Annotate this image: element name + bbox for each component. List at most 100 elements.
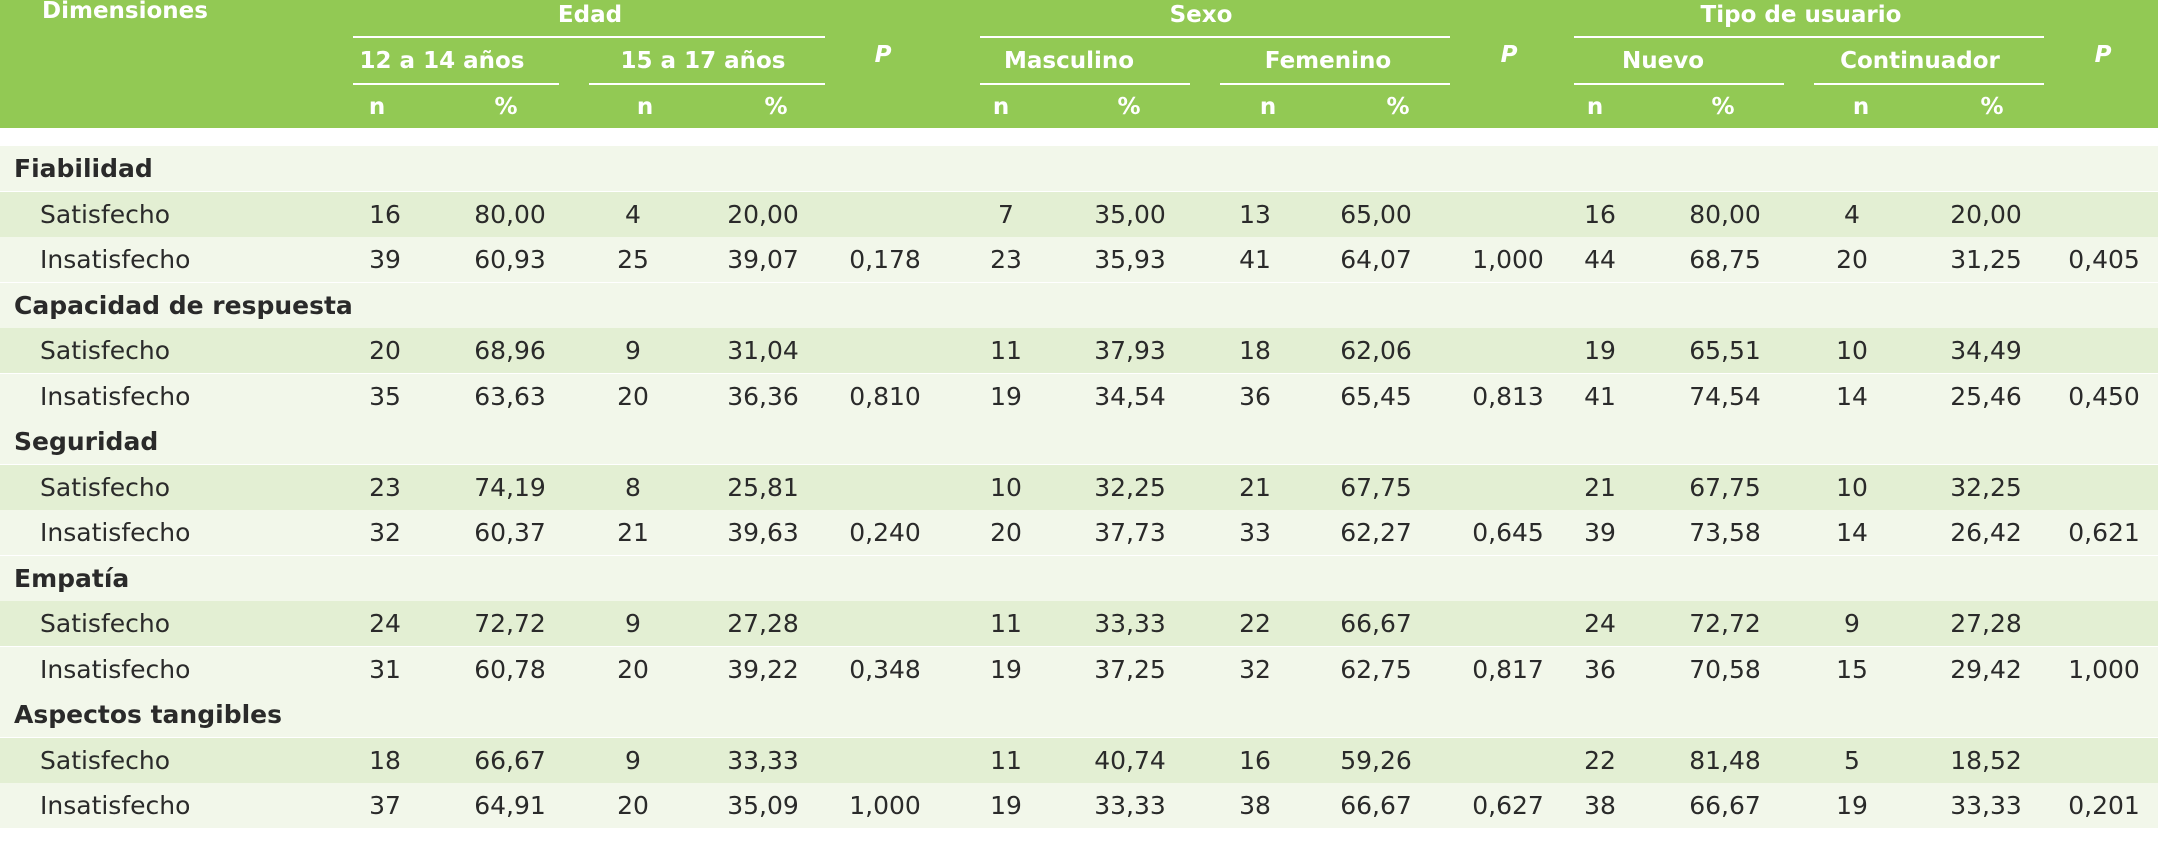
p-header-edad: P	[874, 42, 892, 68]
table-cell: 73,58	[1689, 518, 1761, 547]
table-cell: 11	[990, 609, 1022, 638]
table-cell: 20,00	[727, 199, 799, 229]
table-cell: 81,48	[1689, 745, 1761, 775]
table-cell: 66,67	[474, 745, 546, 775]
table-cell: 16	[369, 199, 401, 229]
group-rule-tipo-usuario	[1574, 36, 2044, 38]
table-cell: 25,46	[1950, 381, 2022, 411]
table-cell: 21	[1584, 472, 1616, 502]
section-row: Empatía	[0, 555, 2158, 601]
table-cell: 31	[369, 654, 401, 684]
table-cell: 11	[990, 745, 1022, 775]
subgroup-rule-continuador	[1814, 83, 2044, 85]
n-header: n	[1586, 94, 1604, 120]
table-cell: 64,07	[1340, 245, 1412, 274]
table-cell: 9	[1844, 609, 1860, 638]
p-header-tipo-usuario: P	[2094, 42, 2112, 68]
table-cell: 39,22	[727, 654, 799, 684]
section-row: Aspectos tangibles	[0, 692, 2158, 737]
table-cell: 23	[369, 472, 401, 502]
table-cell: 20	[369, 336, 401, 365]
pct-header: %	[1386, 94, 1410, 120]
table-cell: 41	[1584, 381, 1616, 411]
table-cell: 0,813	[1472, 381, 1544, 411]
table-cell: 21	[617, 518, 649, 547]
pct-header: %	[1711, 94, 1735, 120]
table-cell: 13	[1239, 199, 1271, 229]
table-cell: 35	[369, 381, 401, 411]
group-rule-sexo	[980, 36, 1450, 38]
table-row: Insatisfecho 37 64,91 20 35,09 1,000 19 33,33 38…	[0, 783, 2158, 828]
table-cell: 60,93	[474, 245, 546, 274]
table-cell: 67,75	[1689, 472, 1761, 502]
section-row: Capacidad de respuesta	[0, 282, 2158, 328]
table-cell: 8	[625, 472, 641, 502]
table-cell: 10	[1836, 472, 1868, 502]
table-cell: 19	[990, 381, 1022, 411]
table-cell: 0,240	[849, 518, 921, 547]
table-cell: 32,25	[1950, 472, 2022, 502]
table-cell: 24	[1584, 609, 1616, 638]
table-cell: 37,93	[1094, 336, 1166, 365]
table-cell: 36	[1584, 654, 1616, 684]
table-cell: 32,25	[1094, 472, 1166, 502]
table-cell: 36	[1239, 381, 1271, 411]
table-row: Insatisfecho 35 63,63 20 36,36 0,810 19 34,54 36…	[0, 373, 2158, 419]
table-cell: 72,72	[474, 609, 546, 638]
table-cell: 18	[369, 745, 401, 775]
subgroup-rule-femenino	[1220, 83, 1450, 85]
table-cell: 26,42	[1950, 518, 2022, 547]
table-cell: 31,04	[727, 336, 799, 365]
table-header: Dimensiones Edad 12 a 14 años 15 a 17 añ…	[0, 0, 2158, 128]
table-cell: 25	[617, 245, 649, 274]
table-cell: 0,201	[2068, 791, 2140, 820]
section-title: Fiabilidad	[14, 154, 153, 183]
table-row: Insatisfecho 39 60,93 25 39,07 0,178 23 35,93 41…	[0, 237, 2158, 282]
table-cell: 31,25	[1950, 245, 2022, 274]
table-cell: 21	[1239, 472, 1271, 502]
table-cell: 72,72	[1689, 609, 1761, 638]
table-cell: 68,96	[474, 336, 546, 365]
row-label: Satisfecho	[40, 609, 171, 638]
section-title: Seguridad	[14, 427, 159, 456]
table-cell: 38	[1584, 791, 1616, 820]
table-cell: 60,78	[474, 654, 546, 684]
table-cell: 29,42	[1950, 654, 2022, 684]
table-cell: 60,37	[474, 518, 546, 547]
table-cell: 70,58	[1689, 654, 1761, 684]
table-cell: 19	[1584, 336, 1616, 365]
table-cell: 20	[1836, 245, 1868, 274]
table-cell: 4	[625, 199, 641, 229]
table-cell: 22	[1239, 609, 1271, 638]
table-row: Insatisfecho 32 60,37 21 39,63 0,240 20 37,73 33…	[0, 510, 2158, 555]
row-label: Insatisfecho	[40, 245, 191, 274]
table-cell: 33,33	[1950, 791, 2022, 820]
n-header: n	[368, 94, 386, 120]
table-cell: 16	[1239, 745, 1271, 775]
table-cell: 20	[617, 791, 649, 820]
subgroup-femenino: Femenino	[1264, 48, 1392, 74]
table-cell: 65,51	[1689, 336, 1761, 365]
table-cell: 23	[990, 245, 1022, 274]
table-cell: 32	[369, 518, 401, 547]
subgroup-12-14: 12 a 14 años	[359, 48, 525, 74]
table-cell: 41	[1239, 245, 1271, 274]
table-cell: 33,33	[1094, 609, 1166, 638]
row-label: Satisfecho	[40, 472, 171, 502]
table-cell: 4	[1844, 199, 1860, 229]
pct-header: %	[764, 94, 788, 120]
table-cell: 39	[1584, 518, 1616, 547]
table-cell: 0,621	[2068, 518, 2140, 547]
table-cell: 35,00	[1094, 199, 1166, 229]
table-row: Satisfecho 23 74,19 8 25,81 10 32,25 21 67,75 21 6…	[0, 464, 2158, 510]
table-cell: 1,000	[1472, 245, 1544, 274]
table-cell: 20,00	[1950, 199, 2022, 229]
row-label: Insatisfecho	[40, 518, 191, 547]
table-cell: 10	[990, 472, 1022, 502]
table-cell: 65,00	[1340, 199, 1412, 229]
group-title-sexo: Sexo	[1169, 2, 1233, 28]
table-cell: 34,49	[1950, 336, 2022, 365]
table-cell: 18	[1239, 336, 1271, 365]
table-cell: 9	[625, 609, 641, 638]
